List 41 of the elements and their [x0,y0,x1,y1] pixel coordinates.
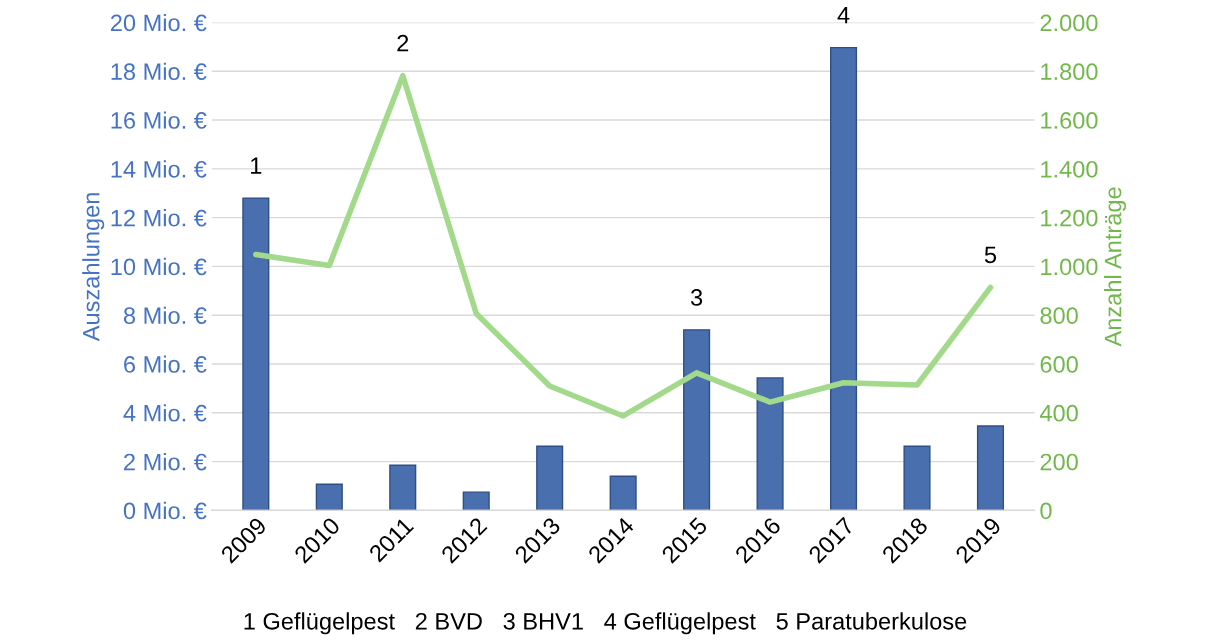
y-tick-label: 0 Mio. € [123,501,207,520]
y-tick-label: 8 Mio. € [123,306,207,325]
text: 1 Geflügelpest 2 BVD 3 BHV1 4 Geflügelpest 5 Paratuberkulose [244,612,967,635]
bar [829,46,858,511]
annotation: 5 [984,246,997,264]
bar [903,445,931,511]
y-tick-label: 16 Mio. € [111,111,207,129]
y-tick-label: 6 Mio. € [124,355,207,373]
y2-tick-label: 1.000 [1041,258,1098,276]
annotation: 3 [690,289,703,306]
bar [315,483,343,511]
y-axis-title: Auszahlungen [82,193,105,342]
y2-tick-label: 1.600 [1041,112,1098,129]
y-tick-label: 2 Mio. € [124,453,207,471]
y2-tick-label: 800 [1040,307,1078,325]
y2-tick-label: 1.800 [1041,63,1098,81]
y2-axis-title: Anzahl Anträge [1104,187,1127,347]
y2-tick-label: 0 [1040,502,1052,520]
bar [242,197,270,511]
annotation: 2 [397,34,409,52]
annotation: 4 [837,7,850,24]
y-tick-label: 10 Mio. € [111,257,207,276]
y-tick-label: 14 Mio. € [111,160,207,178]
bar [609,475,637,511]
y2-tick-label: 1.200 [1041,209,1098,227]
y2-tick-label: 1.400 [1041,160,1098,178]
annotation: 1 [251,157,262,174]
bar [683,329,711,511]
y2-tick-label: 200 [1040,453,1078,471]
y-tick-label: 18 Mio. € [111,62,207,81]
y-tick-label: 20 Mio. € [110,13,207,32]
bar [389,464,417,511]
y2-tick-label: 600 [1040,356,1078,373]
y2-tick-label: 400 [1039,404,1078,422]
bar [976,425,1005,511]
bar [756,377,784,511]
y2-tick-label: 2.000 [1040,14,1098,32]
bar [536,445,564,511]
y-tick-label: 12 Mio. € [111,209,207,227]
bar [462,491,490,511]
y-tick-label: 4 Mio. € [123,404,207,422]
